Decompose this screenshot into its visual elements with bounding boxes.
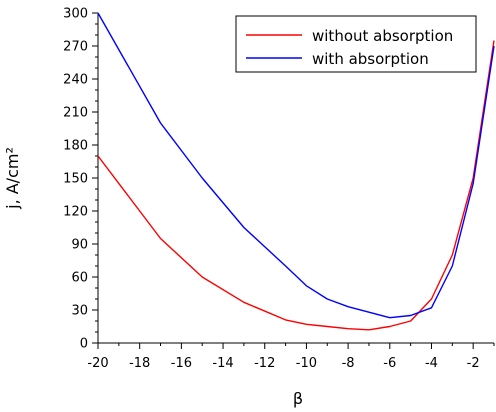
y-tick-label: 300 bbox=[63, 7, 88, 22]
y-tick-label: 120 bbox=[63, 205, 88, 220]
legend-label-without-absorption: without absorption bbox=[312, 27, 453, 45]
y-tick-label: 30 bbox=[71, 304, 88, 319]
y-tick-label: 60 bbox=[71, 271, 88, 286]
x-tick-label: -2 bbox=[467, 356, 480, 371]
x-tick-label: -20 bbox=[87, 356, 108, 371]
x-tick-label: -8 bbox=[342, 356, 355, 371]
x-tick-label: -18 bbox=[129, 356, 150, 371]
y-tick-label: 0 bbox=[80, 337, 88, 352]
series-lines bbox=[97, 12, 495, 331]
legend: without absorption with absorption bbox=[235, 15, 477, 73]
x-tick-label: -16 bbox=[171, 356, 192, 371]
y-tick-label: 90 bbox=[71, 238, 88, 253]
x-tick-label: -12 bbox=[254, 356, 275, 371]
x-tick-label: -10 bbox=[296, 356, 317, 371]
legend-label-with-absorption: with absorption bbox=[312, 50, 429, 68]
y-tick-label: 240 bbox=[63, 73, 88, 88]
y-axis-title: j, A/cm² bbox=[3, 147, 22, 210]
y-tick-label: 150 bbox=[63, 172, 88, 187]
series-line-with-absorption bbox=[97, 12, 495, 319]
series-line-without-absorption bbox=[97, 40, 495, 331]
x-tick-label: -14 bbox=[212, 356, 233, 371]
x-axis-title: β bbox=[293, 389, 303, 408]
y-tick-label: 270 bbox=[63, 40, 88, 55]
x-tick-label: -4 bbox=[425, 356, 438, 371]
legend-box bbox=[235, 15, 477, 73]
y-tick-label: 180 bbox=[63, 139, 88, 154]
ticks: 0 30 60 90 120 150 180 210 240 270 300 -20 -18 -16 -14… bbox=[63, 7, 495, 371]
x-tick-label: -6 bbox=[383, 356, 396, 371]
y-tick-label: 210 bbox=[63, 106, 88, 121]
